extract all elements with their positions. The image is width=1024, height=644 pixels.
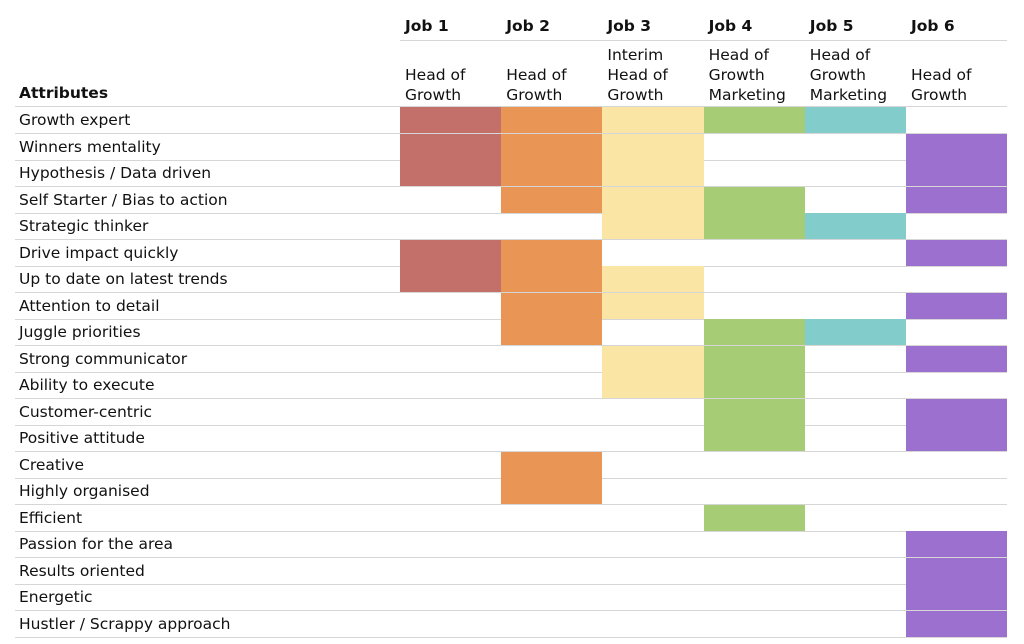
mark-cell: [703, 319, 805, 346]
job-label: Job 2: [506, 17, 550, 35]
mark-cell: [703, 425, 805, 452]
job-title: Head of Growth: [506, 66, 567, 104]
attributes-heading: Attributes: [19, 84, 109, 102]
mark-cell: [703, 186, 805, 213]
row-line: [15, 557, 1007, 558]
attribute-label: Juggle priorities: [19, 323, 141, 341]
row-line: [15, 504, 1007, 505]
attribute-label: Efficient: [19, 508, 83, 527]
mark-cell: [703, 107, 805, 134]
attribute-label: Hypothesis / Data driven: [19, 164, 212, 182]
mark-cell: [906, 160, 1008, 187]
attribute-label: Energetic: [19, 588, 93, 606]
mark-cell: [602, 133, 704, 160]
job-label: Job 1: [405, 17, 449, 35]
mark-cell: [501, 133, 603, 160]
attribute-label: Customer-centric: [19, 402, 153, 421]
mark-cell: [906, 531, 1008, 558]
job-title: Head of Growth Marketing: [708, 46, 786, 104]
row-line: [15, 424, 1007, 426]
job-label: Job 4: [708, 17, 753, 35]
mark-cell: [501, 160, 603, 187]
attribute-label: Ability to execute: [19, 376, 155, 394]
mark-cell: [703, 345, 805, 372]
mark-cell: [703, 372, 805, 399]
mark-cell: [400, 160, 502, 187]
mark-cell: [804, 319, 906, 346]
attribute-label: Growth expert: [19, 111, 131, 129]
attribute-label: Self Starter / Bias to action: [19, 190, 228, 209]
row-line: [15, 212, 1007, 214]
row-line: [15, 345, 1007, 346]
mark-cell: [501, 266, 603, 293]
row-line: [15, 583, 1007, 585]
mark-cell: [906, 398, 1008, 425]
job-title: Interim Head of Growth: [607, 46, 668, 104]
mark-cell: [602, 213, 704, 240]
header-line: [15, 106, 1007, 107]
mark-cell: [906, 425, 1008, 452]
attribute-label: Highly organised: [19, 482, 150, 500]
attribute-label: Results oriented: [19, 561, 145, 580]
mark-cell: [501, 239, 603, 266]
mark-cell: [501, 478, 603, 505]
mark-cell: [804, 213, 906, 240]
job-label: Job 5: [809, 17, 854, 35]
mark-cell: [906, 292, 1008, 319]
mark-cell: [602, 186, 704, 213]
mark-cell: [804, 107, 906, 134]
job-title: Head of Growth: [405, 66, 466, 104]
job-label: Job 3: [607, 17, 652, 35]
job-title: Head of Growth: [911, 66, 972, 104]
attribute-label: Up to date on latest trends: [19, 270, 228, 288]
mark-cell: [906, 610, 1008, 637]
mark-cell: [602, 160, 704, 187]
job-label: Job 6: [911, 17, 955, 35]
mark-cell: [906, 345, 1008, 372]
mark-cell: [703, 398, 805, 425]
mark-cell: [906, 133, 1008, 160]
mark-cell: [703, 213, 805, 240]
mark-cell: [602, 107, 704, 134]
mark-cell: [501, 451, 603, 478]
mark-cell: [501, 107, 603, 134]
mark-cell: [602, 372, 704, 399]
mark-cell: [501, 186, 603, 213]
mark-cell: [906, 239, 1008, 266]
attribute-label: Passion for the area: [19, 535, 174, 553]
mark-cell: [602, 266, 704, 293]
mark-cell: [501, 319, 603, 346]
mark-cell: [906, 584, 1008, 611]
mark-cell: [906, 186, 1008, 213]
row-line: [15, 610, 1007, 611]
mark-cell: [400, 107, 502, 134]
mark-cell: [703, 504, 805, 531]
mark-cell: [906, 557, 1008, 584]
attribute-label: Hustler / Scrappy approach: [19, 614, 231, 633]
attribute-label: Winners mentality: [19, 137, 161, 156]
attribute-label: Drive impact quickly: [19, 243, 179, 262]
row-line: [15, 636, 1007, 638]
attribute-label: Strategic thinker: [19, 217, 149, 235]
attribute-label: Attention to detail: [19, 296, 160, 315]
row-line: [15, 371, 1007, 373]
mark-cell: [400, 133, 502, 160]
job-title: Head of Growth Marketing: [809, 46, 888, 104]
row-line: [15, 398, 1007, 399]
row-line: [15, 530, 1007, 532]
mark-cell: [400, 239, 502, 266]
mark-cell: [400, 266, 502, 293]
mark-cell: [602, 345, 704, 372]
attribute-label: Creative: [19, 455, 84, 474]
attribute-label: Positive attitude: [19, 429, 145, 447]
mark-cell: [501, 292, 603, 319]
header-line: [400, 40, 1007, 41]
attribute-label: Strong communicator: [19, 349, 188, 368]
mark-cell: [602, 292, 704, 319]
